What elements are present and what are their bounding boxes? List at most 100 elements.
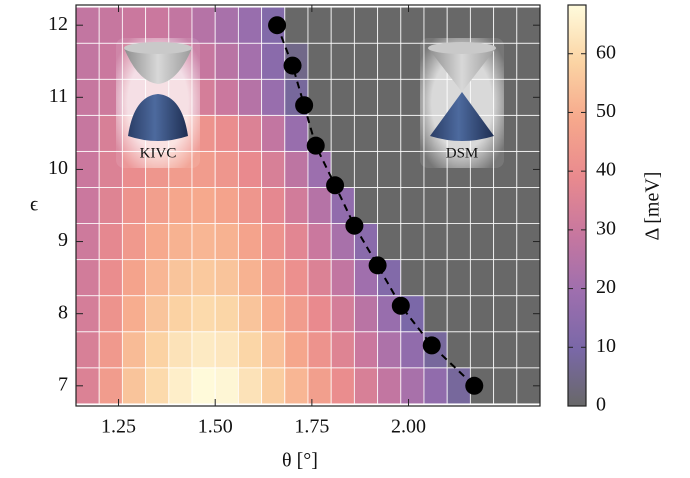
heatmap-cell bbox=[353, 114, 379, 152]
heatmap-cell bbox=[377, 78, 402, 116]
colorbar-tick-label: 10 bbox=[596, 335, 616, 357]
heatmap-cell bbox=[493, 187, 518, 224]
heatmap-cell bbox=[191, 6, 216, 44]
heatmap-cell bbox=[261, 295, 286, 333]
heatmap-cell bbox=[121, 331, 147, 369]
boundary-point bbox=[306, 136, 325, 155]
heatmap-cell bbox=[377, 150, 402, 188]
heatmap-cell bbox=[353, 150, 379, 188]
heatmap-cell bbox=[423, 259, 448, 297]
heatmap-cell bbox=[330, 114, 355, 152]
heatmap-cell bbox=[98, 331, 123, 369]
heatmap-cell bbox=[191, 367, 216, 405]
kivc-inset: KIVC bbox=[116, 38, 200, 168]
heatmap-cell bbox=[330, 295, 355, 333]
overlay bbox=[268, 16, 484, 395]
heatmap-cell bbox=[377, 223, 402, 261]
heatmap-cell bbox=[446, 6, 471, 44]
heatmap-cell bbox=[214, 295, 239, 333]
heatmap-cell bbox=[516, 187, 541, 224]
heatmap-cell bbox=[284, 6, 309, 44]
y-tick-label: 8 bbox=[58, 301, 68, 323]
heatmap-cell bbox=[214, 259, 239, 297]
heatmap-cell bbox=[191, 187, 216, 224]
heatmap-cell bbox=[145, 259, 170, 297]
heatmap-cell bbox=[261, 331, 286, 369]
heatmap-cell bbox=[516, 42, 541, 80]
annotation: KIVC bbox=[140, 145, 177, 161]
heatmap-cell bbox=[237, 223, 263, 261]
heatmap-cell bbox=[493, 367, 518, 405]
heatmap-cell bbox=[121, 367, 147, 405]
heatmap-cell bbox=[330, 367, 355, 405]
heatmap-cell bbox=[353, 78, 379, 116]
heatmap-cell bbox=[493, 223, 518, 261]
heatmap-cell bbox=[353, 367, 379, 405]
heatmap-cell bbox=[214, 223, 239, 261]
colorbar bbox=[567, 4, 587, 407]
boundary-point bbox=[465, 376, 484, 395]
heatmap-cell bbox=[446, 295, 471, 333]
heatmap-cell bbox=[191, 223, 216, 261]
heatmap-cell bbox=[516, 114, 541, 152]
heatmap bbox=[75, 6, 541, 405]
heatmap-cell bbox=[284, 150, 309, 188]
heatmap-cell bbox=[469, 223, 495, 261]
y-axis-label: ϵ bbox=[30, 194, 38, 216]
heatmap-cell bbox=[75, 331, 100, 369]
heatmap-cell bbox=[400, 367, 425, 405]
heatmap-cell bbox=[168, 367, 193, 405]
heatmap-cell bbox=[145, 6, 170, 44]
heatmap-cell bbox=[75, 114, 100, 152]
heatmap-cell bbox=[493, 295, 518, 333]
heatmap-cell bbox=[469, 331, 495, 369]
heatmap-cell bbox=[307, 367, 332, 405]
upper-band bbox=[124, 48, 192, 84]
heatmap-cell bbox=[168, 259, 193, 297]
heatmap-cell bbox=[400, 259, 425, 297]
heatmap-cell bbox=[377, 42, 402, 80]
heatmap-cell bbox=[237, 6, 263, 44]
heatmap-cell bbox=[98, 6, 123, 44]
heatmap-cell bbox=[330, 78, 355, 116]
heatmap-cell bbox=[237, 78, 263, 116]
x-tick-label: 1.50 bbox=[198, 416, 233, 438]
heatmap-cell bbox=[98, 259, 123, 297]
upper-band-top bbox=[124, 42, 192, 54]
dsm-inset: DSM bbox=[420, 38, 504, 168]
heatmap-cell bbox=[214, 78, 239, 116]
heatmap-cell bbox=[168, 295, 193, 333]
boundary-point bbox=[391, 296, 410, 315]
y-tick-label: 11 bbox=[49, 85, 68, 107]
colorbar-tick-label: 40 bbox=[596, 159, 616, 181]
heatmap-cell bbox=[446, 187, 471, 224]
upper-cone-top bbox=[428, 42, 496, 54]
heatmap-cell bbox=[493, 331, 518, 369]
boundary-point bbox=[268, 16, 287, 35]
heatmap-cell bbox=[191, 295, 216, 333]
heatmap-cell bbox=[191, 331, 216, 369]
heatmap-cell bbox=[168, 223, 193, 261]
heatmap-cell bbox=[145, 223, 170, 261]
heatmap-cell bbox=[168, 331, 193, 369]
heatmap-cell bbox=[400, 6, 425, 44]
x-tick-label: 2.00 bbox=[391, 416, 426, 438]
y-tick-label: 7 bbox=[58, 373, 68, 395]
heatmap-cell bbox=[145, 331, 170, 369]
heatmap-cell bbox=[284, 295, 309, 333]
heatmap-cell bbox=[446, 223, 471, 261]
heatmap-cell bbox=[145, 295, 170, 333]
heatmap-cell bbox=[423, 187, 448, 224]
heatmap-cell bbox=[98, 223, 123, 261]
colorbar-tick-label: 60 bbox=[596, 41, 616, 63]
heatmap-cell bbox=[493, 259, 518, 297]
heatmap-cell bbox=[145, 367, 170, 405]
y-tick-label: 10 bbox=[48, 157, 68, 179]
heatmap-cell bbox=[423, 6, 448, 44]
heatmap-cell bbox=[237, 150, 263, 188]
heatmap-cell bbox=[400, 187, 425, 224]
heatmap-cell bbox=[330, 42, 355, 80]
x-tick-label: 1.25 bbox=[101, 416, 136, 438]
heatmap-cell bbox=[237, 367, 263, 405]
